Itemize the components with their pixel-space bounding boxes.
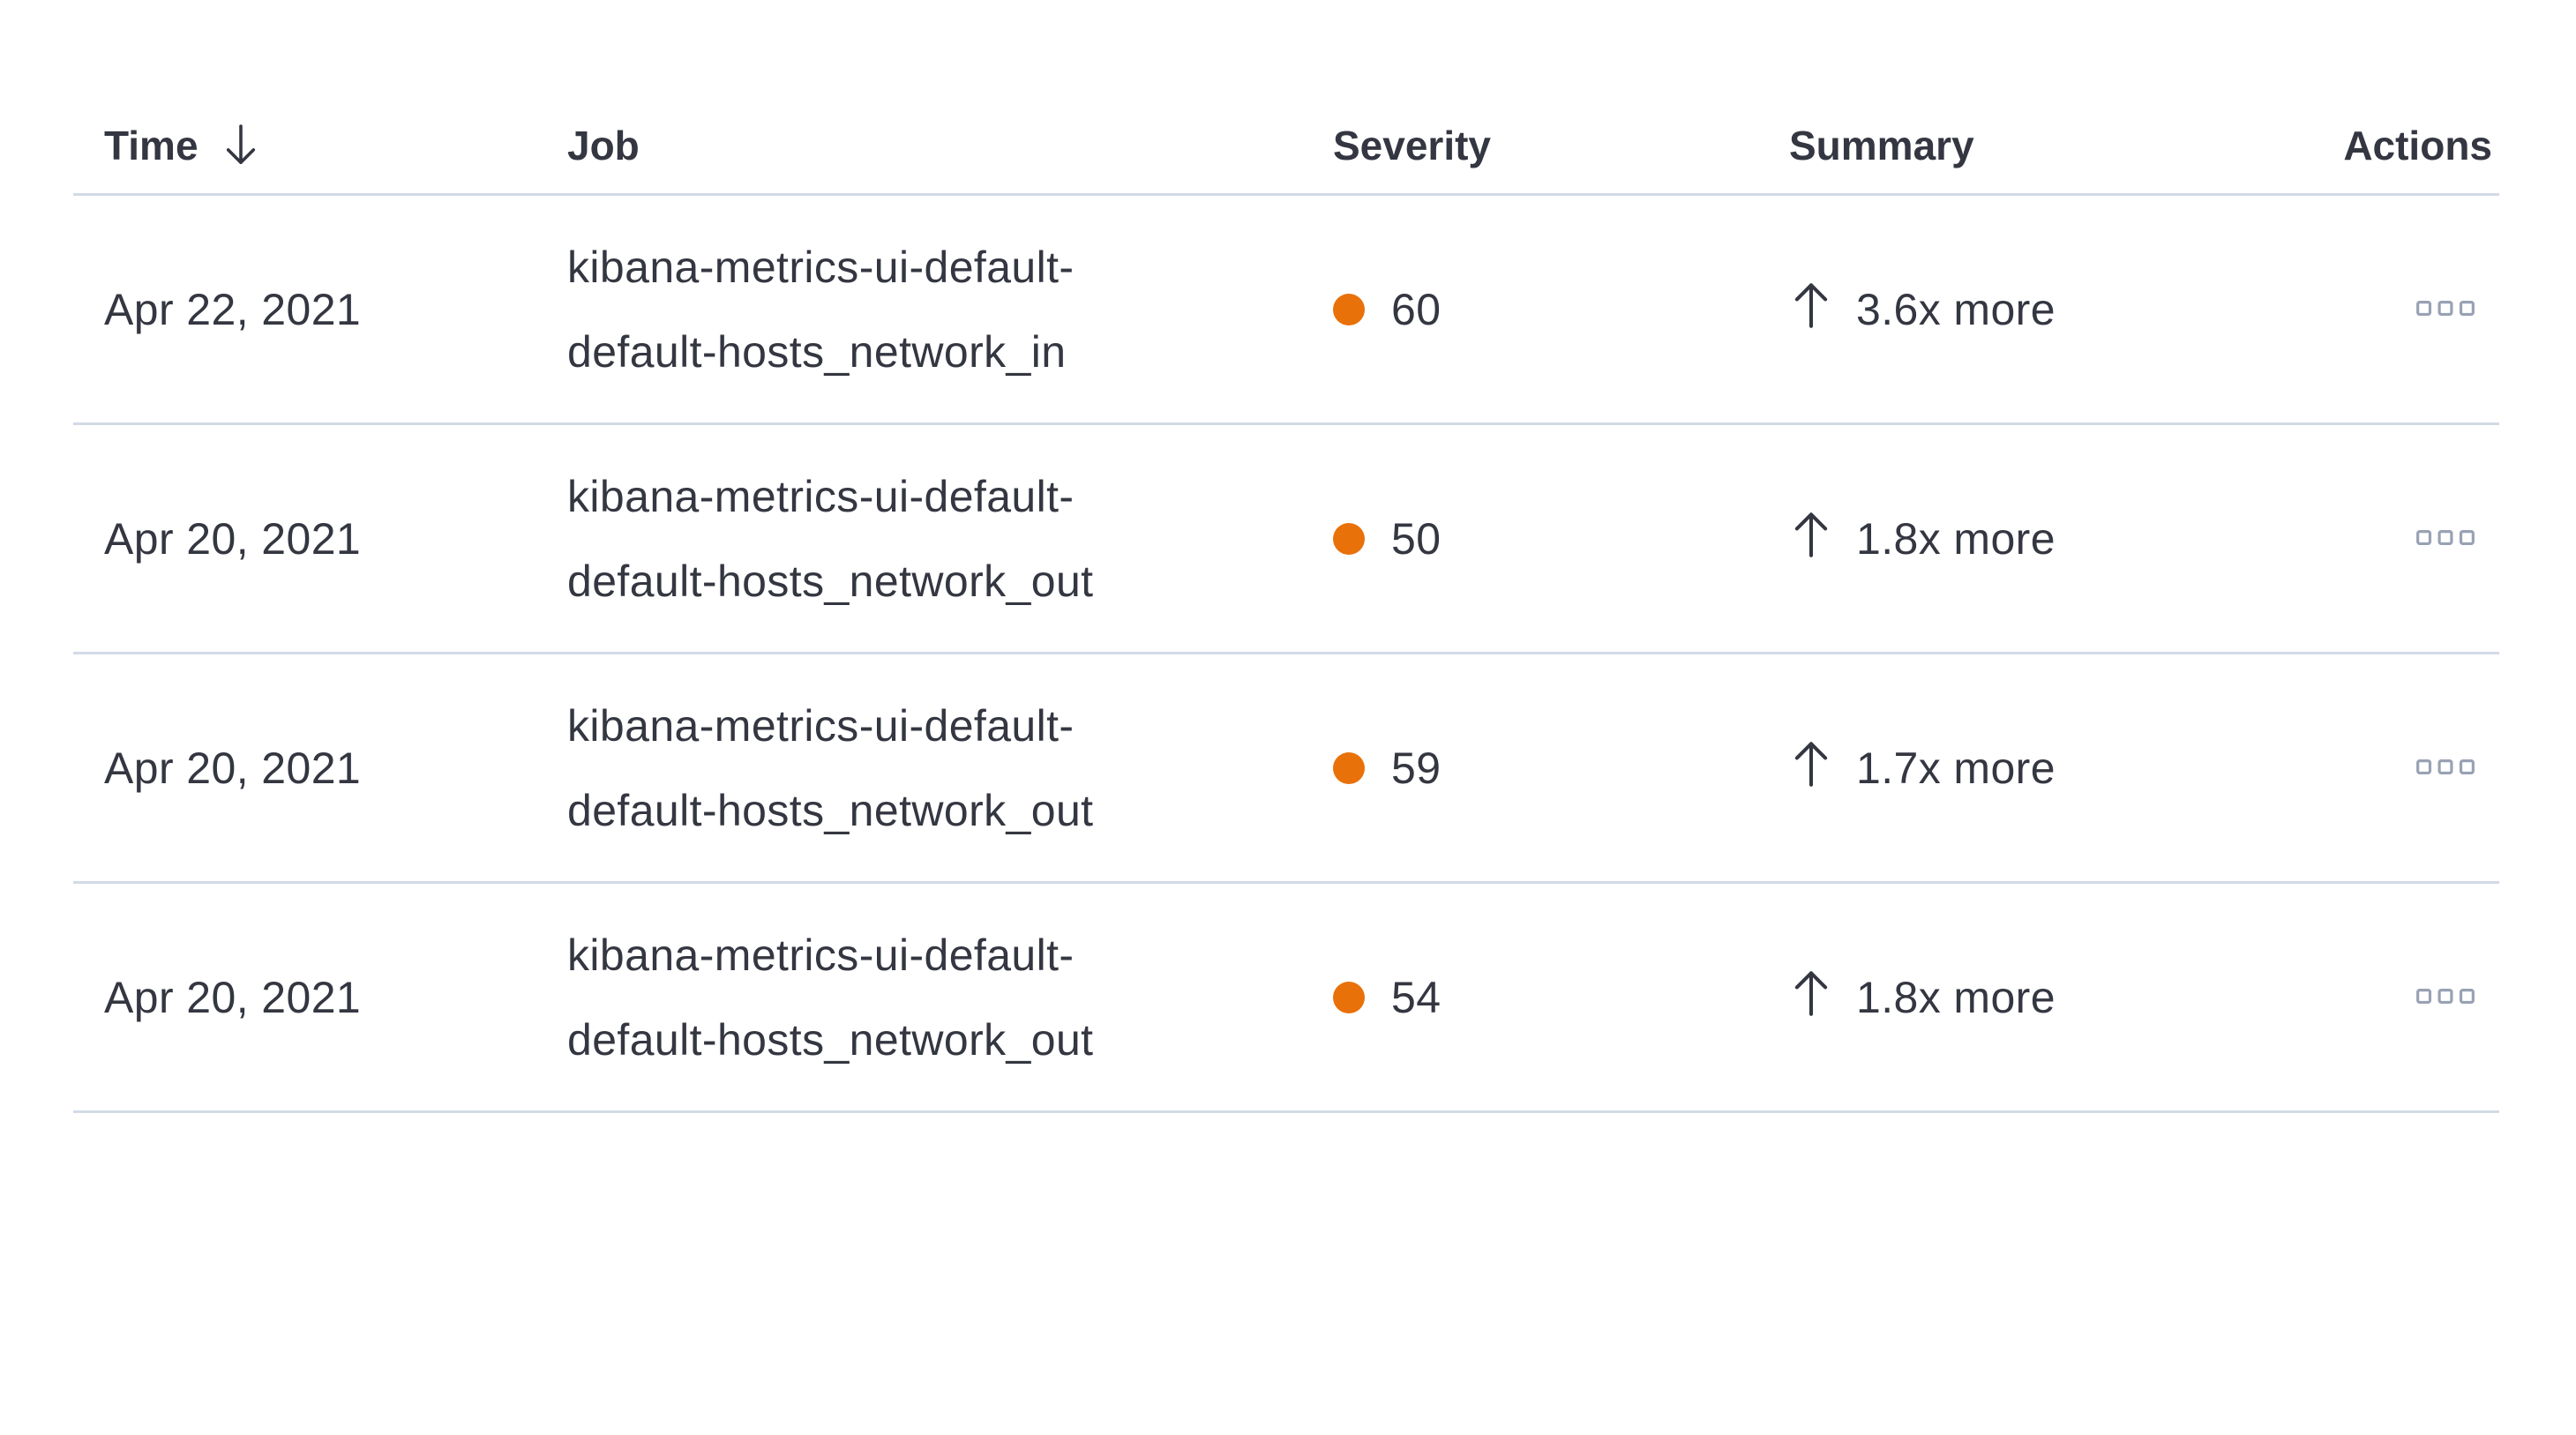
boxes-horizontal-icon [2416,759,2475,777]
summary-text: 1.8x more [1856,513,2056,564]
severity-cell: 50 [1308,513,1767,564]
severity-score: 60 [1391,284,1442,334]
job-name-line: default-hosts_network_in [567,326,1067,377]
arrow-up-icon [1789,506,1833,572]
job-name-line: kibana-metrics-ui-default- [567,700,1075,751]
time-cell: Apr 22, 2021 [104,284,362,334]
job-cell: kibana-metrics-ui-default- default-hosts… [567,684,1308,853]
time-cell: Apr 20, 2021 [104,513,362,564]
severity-score: 50 [1391,513,1442,564]
column-header-time[interactable]: Time [73,120,567,171]
arrow-up-icon [1789,736,1833,801]
job-cell: kibana-metrics-ui-default- default-hosts… [567,913,1308,1082]
job-cell: kibana-metrics-ui-default- default-hosts… [567,454,1308,624]
actions-cell [2323,529,2499,548]
severity-dot-icon [1333,751,1365,784]
time-cell: Apr 20, 2021 [104,743,362,793]
severity-dot-icon [1333,981,1365,1013]
arrow-up-icon [1789,277,1833,342]
summary-text: 1.7x more [1856,743,2056,793]
column-header-job-label: Job [567,122,640,168]
time-cell: Apr 20, 2021 [104,972,362,1022]
row-actions-button[interactable] [2416,529,2475,548]
actions-cell [2323,759,2499,777]
summary-cell: 1.7x more [1767,736,2323,801]
sort-descending-icon [221,120,260,171]
column-header-time-label: Time [104,122,198,168]
summary-cell: 3.6x more [1767,277,2323,342]
actions-cell [2323,300,2499,318]
arrow-up-icon [1789,965,1833,1030]
column-header-summary[interactable]: Summary [1767,122,2323,169]
severity-cell: 54 [1308,972,1767,1023]
job-name-line: kibana-metrics-ui-default- [567,930,1075,980]
actions-cell [2323,988,2499,1006]
summary-cell: 1.8x more [1767,506,2323,572]
column-header-actions: Actions [2323,122,2499,169]
column-header-summary-label: Summary [1789,122,1974,168]
row-actions-button[interactable] [2416,988,2475,1006]
summary-text: 3.6x more [1856,284,2056,334]
column-header-actions-label: Actions [2343,122,2492,168]
job-name-line: default-hosts_network_out [567,556,1094,606]
anomalies-table: Time Job Severity Summary Actions Apr 22… [73,97,2499,1113]
severity-cell: 60 [1308,284,1767,335]
row-actions-button[interactable] [2416,759,2475,777]
column-header-severity[interactable]: Severity [1308,122,1767,169]
table-row: Apr 20, 2021 kibana-metrics-ui-default- … [73,425,2499,654]
row-actions-button[interactable] [2416,300,2475,318]
summary-cell: 1.8x more [1767,965,2323,1030]
table-header: Time Job Severity Summary Actions [73,97,2499,196]
table-row: Apr 20, 2021 kibana-metrics-ui-default- … [73,654,2499,884]
boxes-horizontal-icon [2416,529,2475,548]
severity-cell: 59 [1308,743,1767,794]
severity-dot-icon [1333,522,1365,555]
table-row: Apr 22, 2021 kibana-metrics-ui-default- … [73,196,2499,425]
table-row: Apr 20, 2021 kibana-metrics-ui-default- … [73,884,2499,1113]
boxes-horizontal-icon [2416,300,2475,318]
column-header-job[interactable]: Job [567,122,1308,169]
severity-dot-icon [1333,293,1365,325]
column-header-severity-label: Severity [1333,122,1492,168]
job-name-line: default-hosts_network_out [567,1014,1094,1065]
job-name-line: default-hosts_network_out [567,785,1094,835]
job-name-line: kibana-metrics-ui-default- [567,242,1075,292]
job-name-line: kibana-metrics-ui-default- [567,471,1075,521]
severity-score: 54 [1391,972,1442,1022]
job-cell: kibana-metrics-ui-default- default-hosts… [567,225,1308,394]
severity-score: 59 [1391,743,1442,793]
summary-text: 1.8x more [1856,972,2056,1022]
boxes-horizontal-icon [2416,988,2475,1006]
